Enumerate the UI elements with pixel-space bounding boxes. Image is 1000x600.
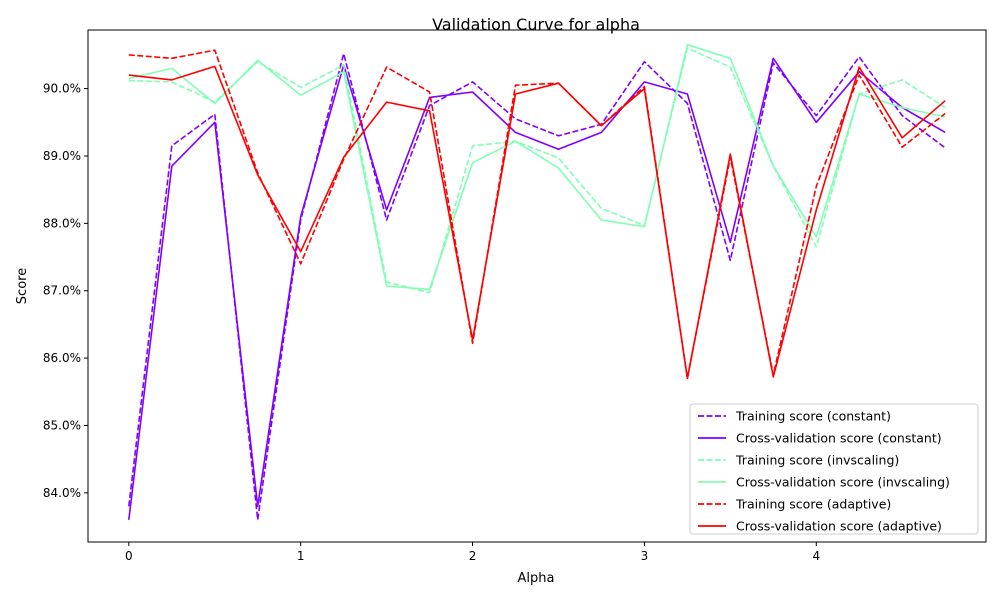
legend-label: Cross-validation score (invscaling)	[736, 475, 950, 490]
y-axis-label: Score	[15, 268, 30, 304]
x-tick-label: 0	[125, 549, 133, 563]
series-line-4	[128, 43, 946, 291]
legend-label: Training score (invscaling)	[735, 453, 899, 468]
legend: Training score (constant) Cross-validatio…	[689, 403, 979, 535]
series-line-6	[128, 65, 946, 380]
y-tick-label: 86.0%	[43, 351, 81, 365]
series-line-2	[128, 57, 946, 520]
x-axis-label: Alpha	[518, 571, 555, 586]
legend-label: Cross-validation score (constant)	[736, 431, 942, 446]
x-tick-label: 2	[469, 549, 477, 563]
y-tick-label: 87.0%	[43, 284, 81, 298]
y-tick-label: 84.0%	[43, 486, 81, 500]
legend-box	[689, 403, 979, 535]
y-tick-label: 85.0%	[43, 418, 81, 432]
y-axis: 84.0% 85.0% 86.0% 87.0% 88.0% 89.0% 90.0%	[43, 82, 88, 500]
y-tick-label: 90.0%	[43, 82, 81, 96]
plot-area-frame	[87, 29, 987, 543]
y-tick-label: 89.0%	[43, 149, 81, 163]
series-layer	[128, 43, 946, 521]
legend-label: Training score (adaptive)	[735, 497, 891, 512]
chart-title: Validation Curve for alpha	[432, 15, 640, 34]
legend-label: Training score (constant)	[735, 409, 891, 424]
legend-label: Cross-validation score (adaptive)	[736, 519, 942, 534]
x-tick-label: 4	[812, 549, 820, 563]
series-line-1	[128, 52, 946, 521]
x-tick-label: 3	[641, 549, 649, 563]
y-tick-label: 88.0%	[43, 216, 81, 230]
x-tick-label: 1	[297, 549, 305, 563]
x-axis: 0 1 2 3 4	[125, 542, 820, 563]
